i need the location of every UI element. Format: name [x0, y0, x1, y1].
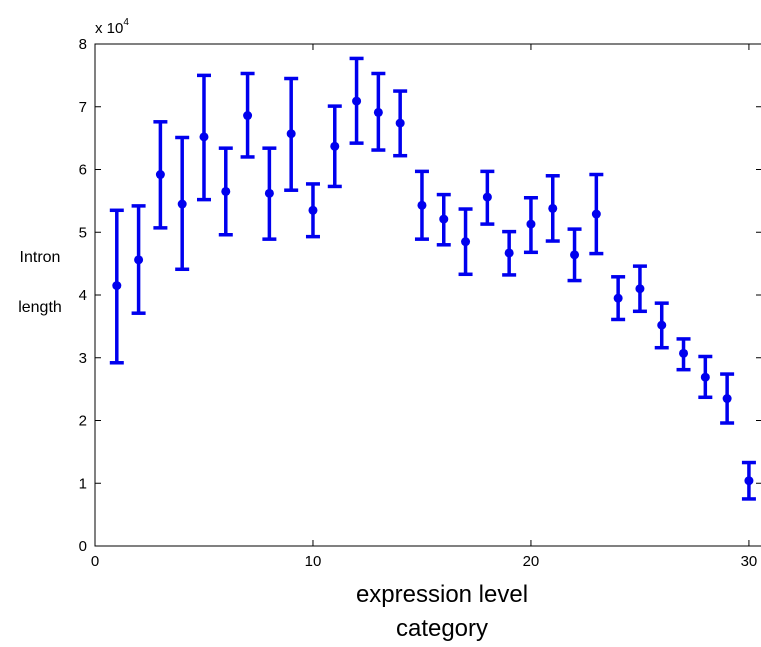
data-point — [548, 203, 558, 213]
data-point — [199, 132, 209, 142]
data-point — [395, 118, 405, 128]
data-point — [352, 96, 362, 106]
y-tick-label: 7 — [79, 99, 87, 116]
data-point — [482, 192, 492, 202]
y-axis-label-line-2: length — [18, 299, 62, 316]
data-point — [591, 209, 601, 219]
data-point — [112, 281, 122, 291]
data-point — [308, 205, 318, 215]
x-tick-label: 20 — [523, 553, 540, 570]
data-point — [373, 107, 383, 117]
y-tick-label: 0 — [79, 538, 87, 555]
data-point — [613, 293, 623, 303]
y-axis-ticks: 0 1 2 3 4 5 6 7 8 — [79, 36, 761, 555]
data-point — [635, 284, 645, 294]
data-point — [439, 214, 449, 224]
data-point — [657, 320, 667, 330]
y-tick-label: 8 — [79, 36, 87, 53]
x-axis-label-line-1: expression level — [356, 581, 528, 608]
y-tick-label: 4 — [79, 287, 87, 304]
y-tick-label: 2 — [79, 413, 87, 430]
data-point — [722, 394, 732, 404]
x-tick-label: 30 — [741, 553, 758, 570]
data-point — [744, 476, 754, 486]
data-point — [679, 348, 689, 358]
data-point — [504, 248, 514, 258]
y-tick-label: 1 — [79, 475, 87, 492]
data-point — [461, 237, 471, 247]
plot-area-frame — [94, 43, 761, 547]
x-tick-label: 0 — [91, 553, 99, 570]
data-point — [570, 250, 580, 260]
data-point — [526, 219, 536, 229]
x-axis-ticks: 0 10 20 30 — [91, 44, 757, 570]
data-point — [417, 200, 427, 210]
y-tick-label: 3 — [79, 350, 87, 367]
data-point — [221, 186, 231, 196]
data-point — [330, 141, 340, 151]
data-point — [264, 188, 274, 198]
x-tick-label: 10 — [305, 553, 322, 570]
data-points — [112, 96, 754, 486]
data-point — [177, 199, 187, 209]
data-point — [134, 255, 144, 265]
y-scale-multiplier: x 104 — [95, 17, 129, 37]
y-tick-label: 6 — [79, 162, 87, 179]
data-point — [286, 129, 296, 139]
data-point — [155, 170, 165, 180]
y-tick-label: 5 — [79, 224, 87, 241]
data-point — [243, 111, 253, 121]
x-axis-label-line-2: category — [396, 615, 488, 642]
data-point — [700, 372, 710, 382]
y-axis-label-line-1: Intron — [20, 249, 61, 266]
